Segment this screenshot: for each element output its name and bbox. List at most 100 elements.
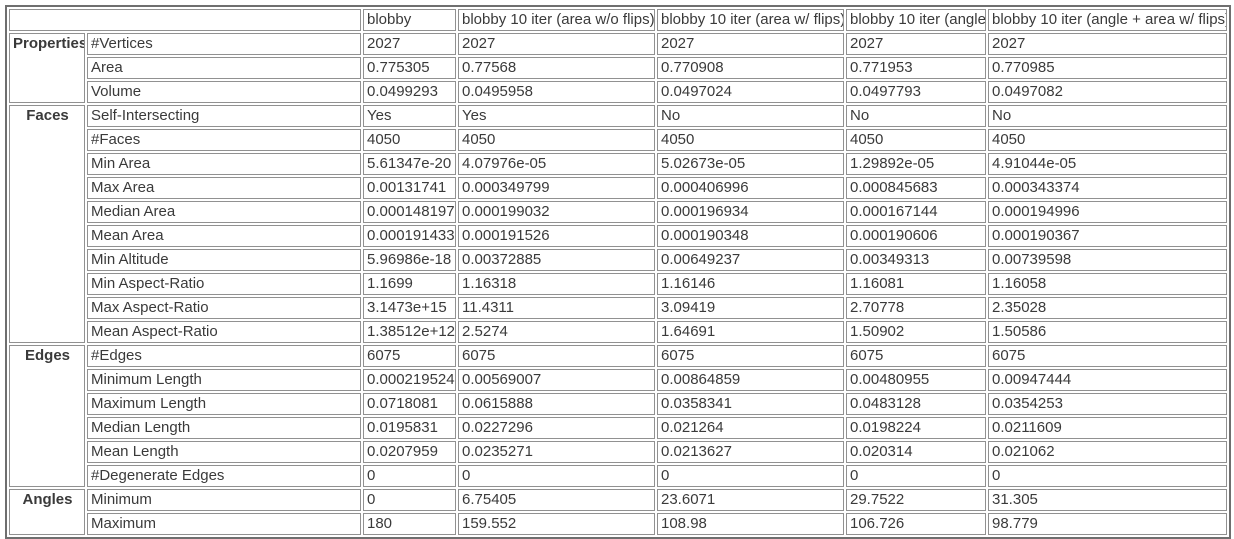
value-cell: 0.00864859: [657, 369, 844, 391]
value-cell: 0.0211609: [988, 417, 1227, 439]
table-row: Area 0.775305 0.77568 0.770908 0.771953 0.770…: [9, 57, 1227, 79]
table-row: Mean Aspect-Ratio 1.38512e+12 2.5274 1.6469…: [9, 321, 1227, 343]
value-cell: No: [846, 105, 986, 127]
property-name: Mean Length: [87, 441, 361, 463]
value-cell: 2027: [988, 33, 1227, 55]
value-cell: Yes: [458, 105, 655, 127]
value-cell: 0.0213627: [657, 441, 844, 463]
value-cell: 1.29892e-05: [846, 153, 986, 175]
value-cell: 0.00131741: [363, 177, 456, 199]
value-cell: 0: [988, 465, 1227, 487]
value-cell: 0.00372885: [458, 249, 655, 271]
value-cell: 0.0497082: [988, 81, 1227, 103]
value-cell: 5.96986e-18: [363, 249, 456, 271]
value-cell: 2.5274: [458, 321, 655, 343]
value-cell: 0.000191433: [363, 225, 456, 247]
value-cell: 2.70778: [846, 297, 986, 319]
column-header: blobby: [363, 9, 456, 31]
value-cell: 0.000199032: [458, 201, 655, 223]
value-cell: 0.0235271: [458, 441, 655, 463]
mesh-comparison-table: blobby blobby 10 iter (area w/o flips) blo…: [5, 5, 1231, 539]
value-cell: 29.7522: [846, 489, 986, 511]
value-cell: 4.07976e-05: [458, 153, 655, 175]
value-cell: 0.000406996: [657, 177, 844, 199]
value-cell: 0.000196934: [657, 201, 844, 223]
value-cell: 0.77568: [458, 57, 655, 79]
value-cell: 0.0497024: [657, 81, 844, 103]
value-cell: No: [988, 105, 1227, 127]
value-cell: 0.00739598: [988, 249, 1227, 271]
value-cell: 6075: [458, 345, 655, 367]
value-cell: 23.6071: [657, 489, 844, 511]
value-cell: 2027: [363, 33, 456, 55]
value-cell: 4050: [458, 129, 655, 151]
value-cell: 0.0495958: [458, 81, 655, 103]
value-cell: 1.38512e+12: [363, 321, 456, 343]
property-name: Minimum Length: [87, 369, 361, 391]
property-name: Volume: [87, 81, 361, 103]
value-cell: 0.00349313: [846, 249, 986, 271]
property-name: Max Area: [87, 177, 361, 199]
property-name: #Degenerate Edges: [87, 465, 361, 487]
property-name: Mean Aspect-Ratio: [87, 321, 361, 343]
value-cell: Yes: [363, 105, 456, 127]
value-cell: 4050: [846, 129, 986, 151]
table-row: Properties #Vertices 2027 2027 2027 2027 2027: [9, 33, 1227, 103]
value-cell: 4.91044e-05: [988, 153, 1227, 175]
value-cell: 4050: [988, 129, 1227, 151]
value-cell: 0: [363, 465, 456, 487]
table-row: Maximum Length 0.0718081 0.0615888 0.035834…: [9, 393, 1227, 415]
table-row: Volume 0.0499293 0.0495958 0.0497024 0.04977…: [9, 81, 1227, 103]
value-cell: 0: [846, 465, 986, 487]
group-label: Faces: [9, 105, 85, 343]
value-cell: 6075: [363, 345, 456, 367]
value-cell: 108.98: [657, 513, 844, 535]
value-cell: 1.64691: [657, 321, 844, 343]
value-cell: 1.16058: [988, 273, 1227, 295]
value-cell: 0.0227296: [458, 417, 655, 439]
value-cell: 1.16318: [458, 273, 655, 295]
value-cell: 0.0195831: [363, 417, 456, 439]
value-cell: 0.000191526: [458, 225, 655, 247]
value-cell: 4050: [657, 129, 844, 151]
group-label: Angles: [9, 489, 85, 535]
property-name: Self-Intersecting: [87, 105, 361, 127]
value-cell: 11.4311: [458, 297, 655, 319]
value-cell: 0.000194996: [988, 201, 1227, 223]
property-name: #Edges: [87, 345, 361, 367]
value-cell: 0.00569007: [458, 369, 655, 391]
value-cell: 0.000219524: [363, 369, 456, 391]
value-cell: 6075: [988, 345, 1227, 367]
value-cell: 3.09419: [657, 297, 844, 319]
value-cell: 6075: [657, 345, 844, 367]
page: blobby blobby 10 iter (area w/o flips) blo…: [5, 5, 1231, 539]
value-cell: 0.021264: [657, 417, 844, 439]
value-cell: 0.770908: [657, 57, 844, 79]
value-cell: 0.771953: [846, 57, 986, 79]
value-cell: 1.16081: [846, 273, 986, 295]
property-name: Max Aspect-Ratio: [87, 297, 361, 319]
column-header: blobby 10 iter (area w/o flips): [458, 9, 655, 31]
value-cell: 0.0358341: [657, 393, 844, 415]
value-cell: 1.16146: [657, 273, 844, 295]
table-row: Mean Area 0.000191433 0.000191526 0.0001903…: [9, 225, 1227, 247]
column-header: blobby 10 iter (angle + area w/ flips): [988, 9, 1227, 31]
property-name: Mean Area: [87, 225, 361, 247]
property-name: Maximum: [87, 513, 361, 535]
value-cell: 5.02673e-05: [657, 153, 844, 175]
value-cell: 0.021062: [988, 441, 1227, 463]
value-cell: 180: [363, 513, 456, 535]
value-cell: 6.75405: [458, 489, 655, 511]
value-cell: 0: [657, 465, 844, 487]
group-label: Properties: [9, 33, 85, 103]
value-cell: 0.0615888: [458, 393, 655, 415]
value-cell: 2027: [657, 33, 844, 55]
property-name: #Vertices: [87, 33, 361, 55]
value-cell: 0.770985: [988, 57, 1227, 79]
table-row: #Degenerate Edges 0 0 0 0 0: [9, 465, 1227, 487]
corner-cell: [9, 9, 361, 31]
value-cell: 0.0718081: [363, 393, 456, 415]
value-cell: 2027: [846, 33, 986, 55]
value-cell: 0.775305: [363, 57, 456, 79]
value-cell: 31.305: [988, 489, 1227, 511]
